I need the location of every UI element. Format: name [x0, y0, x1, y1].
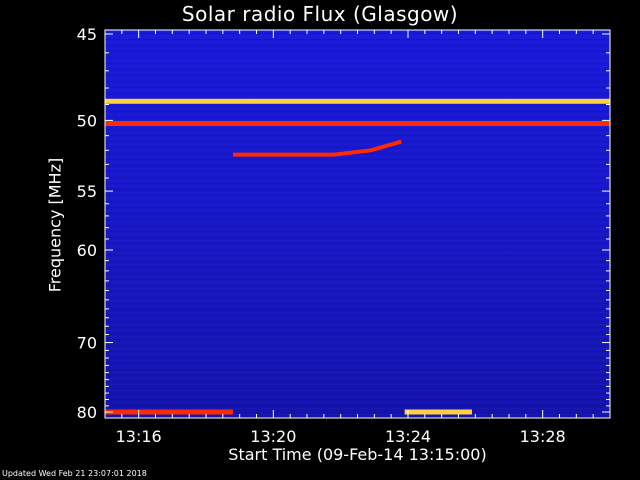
y-axis-label: Frequency [MHz] — [45, 157, 65, 293]
y-tick-label: 70 — [77, 334, 97, 353]
y-tick-label: 60 — [77, 241, 97, 260]
chart-title: Solar radio Flux (Glasgow) — [181, 2, 459, 26]
x-axis: 13:16 13:20 13:24 13:28 — [116, 30, 594, 446]
x-tick-label: 13:20 — [250, 427, 296, 446]
emission-band — [105, 409, 233, 415]
y-axis: 45 50 55 60 70 80 — [77, 25, 610, 422]
x-tick-label: 13:24 — [385, 427, 431, 446]
y-tick-label: 80 — [77, 403, 97, 422]
y-tick-label: 45 — [77, 25, 97, 44]
plot-texture — [105, 30, 610, 418]
x-tick-label: 13:16 — [116, 427, 162, 446]
drifting-burst — [232, 139, 402, 157]
updated-footer: Updated Wed Feb 21 23:07:01 2018 — [2, 469, 147, 478]
y-tick-label: 50 — [77, 111, 97, 130]
y-tick-label: 55 — [77, 182, 97, 201]
emission-band — [105, 98, 610, 104]
x-tick-label: 13:28 — [520, 427, 566, 446]
feature-layer — [105, 98, 610, 415]
emission-band — [404, 409, 472, 415]
plot-area — [105, 30, 610, 418]
x-axis-label: Start Time (09-Feb-14 13:15:00) — [228, 445, 487, 464]
emission-band — [105, 120, 610, 126]
